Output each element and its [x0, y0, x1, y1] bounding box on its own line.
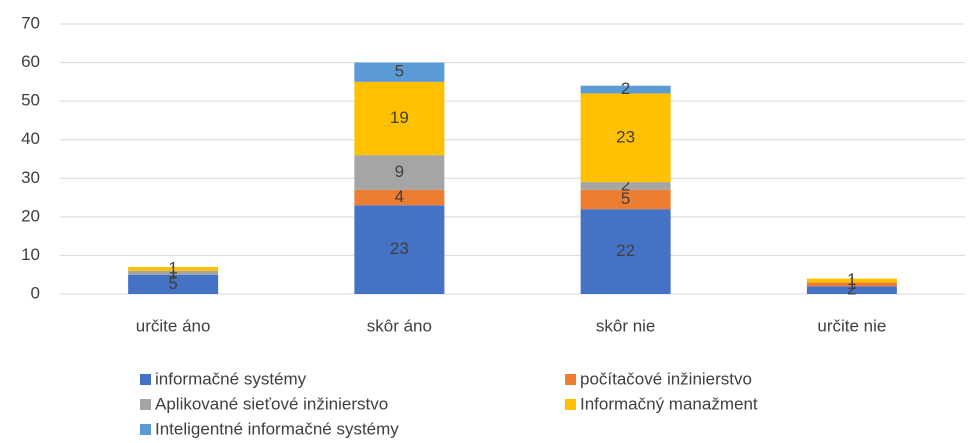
data-label: 23 — [616, 127, 635, 146]
legend-label: Informačný manažment — [580, 394, 758, 413]
bar-segment — [128, 270, 219, 275]
bar-segment — [806, 282, 897, 287]
data-label: 5 — [621, 189, 630, 208]
bar-segment — [580, 209, 671, 294]
legend-label: počítačové inžinierstvo — [580, 369, 752, 388]
data-label: 1 — [847, 270, 856, 289]
legend-swatch — [140, 399, 151, 410]
y-tick-label: 40 — [21, 129, 40, 148]
data-label: 2 — [621, 175, 630, 194]
x-tick-label: skôr nie — [596, 316, 656, 335]
data-label: 1 — [168, 262, 177, 281]
y-tick-label: 0 — [31, 283, 40, 302]
bar-segment — [354, 205, 445, 294]
legend-swatch — [565, 399, 576, 410]
bar-segment — [806, 278, 897, 283]
data-label: 19 — [390, 108, 409, 127]
bar-segment — [580, 85, 671, 94]
bar-segment — [354, 62, 445, 82]
bar-segment — [580, 182, 671, 190]
bar-segment — [128, 267, 219, 271]
x-tick-label: určite nie — [817, 316, 886, 335]
data-label: 1 — [847, 274, 856, 293]
y-tick-label: 50 — [21, 91, 40, 110]
y-tick-label: 60 — [21, 52, 40, 71]
bar-segment — [354, 81, 445, 156]
x-tick-label: skôr áno — [367, 316, 432, 335]
data-label: 23 — [390, 239, 409, 258]
data-label: 5 — [395, 62, 404, 81]
bar-segment — [580, 189, 671, 210]
legend-label: informačné systémy — [155, 369, 307, 388]
y-tick-label: 70 — [21, 13, 40, 32]
bar-segment — [806, 286, 897, 294]
data-label: 2 — [621, 79, 630, 98]
bar-segment — [128, 274, 219, 294]
legend-swatch — [140, 424, 151, 435]
bar-segment — [354, 155, 445, 190]
data-label: 9 — [395, 162, 404, 181]
data-label: 22 — [616, 241, 635, 260]
bar-segment — [354, 189, 445, 206]
data-label: 4 — [395, 187, 404, 206]
data-label: 2 — [847, 280, 856, 299]
data-label: 1 — [168, 258, 177, 277]
bar-segment — [580, 93, 671, 183]
legend-swatch — [565, 374, 576, 385]
data-label: 5 — [168, 274, 177, 293]
legend-label: Aplikované sieťové inžinierstvo — [155, 394, 388, 413]
y-tick-label: 10 — [21, 245, 40, 264]
legend-label: Inteligentné informačné systémy — [155, 419, 399, 438]
legend-swatch — [140, 374, 151, 385]
y-tick-label: 30 — [21, 168, 40, 187]
x-tick-label: určite áno — [136, 316, 211, 335]
y-tick-label: 20 — [21, 206, 40, 225]
